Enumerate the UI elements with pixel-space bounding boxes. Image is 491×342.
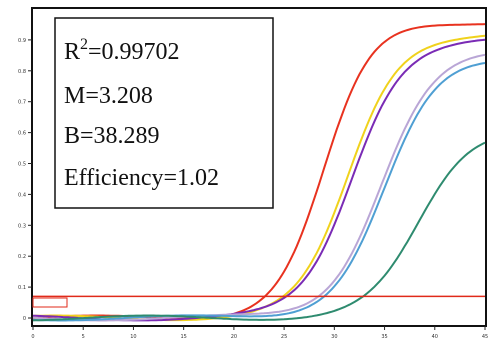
amplification-curve-5 — [32, 62, 486, 322]
y-tick-label: 0.7 — [18, 100, 26, 106]
y-tick-label: 0.2 — [18, 254, 26, 260]
slope-text: M=3.208 — [64, 83, 153, 109]
y-tick-label: 0.8 — [18, 69, 26, 75]
y-tick-label: 0.3 — [18, 223, 26, 229]
y-tick-label: 0 — [23, 316, 26, 322]
x-tick-label: 10 — [130, 334, 136, 340]
r-squared-superscript: 2 — [80, 36, 88, 53]
x-tick-label: 35 — [381, 334, 387, 340]
baseline-marker — [32, 297, 68, 308]
r-squared-label: R — [64, 39, 80, 65]
amplification-curves — [32, 23, 486, 322]
intercept-text: B=38.289 — [64, 123, 160, 149]
y-tick-label: 0.1 — [18, 285, 26, 291]
r-squared-value: =0.99702 — [88, 39, 180, 65]
y-tick-label: 0.4 — [18, 192, 26, 198]
y-axis-ticks: 0 0.1 0.2 0.3 0.4 0.5 0.6 0.7 0.8 0.9 — [18, 38, 32, 322]
amplification-curve-4 — [32, 53, 486, 322]
x-tick-label: 40 — [432, 334, 438, 340]
y-tick-label: 0.9 — [18, 38, 26, 44]
x-tick-label: 5 — [82, 334, 85, 340]
stats-box: R2=0.99702 M=3.208 B=38.289 Efficiency=1… — [54, 17, 274, 209]
x-tick-label: 15 — [180, 334, 186, 340]
x-tick-label: 45 — [482, 334, 488, 340]
stats-box-frame — [54, 17, 274, 209]
amplification-curve-6 — [32, 141, 486, 322]
y-tick-label: 0.5 — [18, 162, 26, 168]
y-tick-label: 0.6 — [18, 131, 26, 137]
x-axis-ticks: 0 5 10 15 20 25 30 35 40 45 — [31, 326, 488, 340]
x-tick-label: 25 — [281, 334, 287, 340]
x-tick-label: 20 — [231, 334, 237, 340]
r-squared-text: R2=0.99702 — [64, 36, 180, 65]
x-tick-label: 0 — [31, 334, 34, 340]
x-tick-label: 30 — [331, 334, 337, 340]
efficiency-text: Efficiency=1.02 — [64, 165, 219, 191]
